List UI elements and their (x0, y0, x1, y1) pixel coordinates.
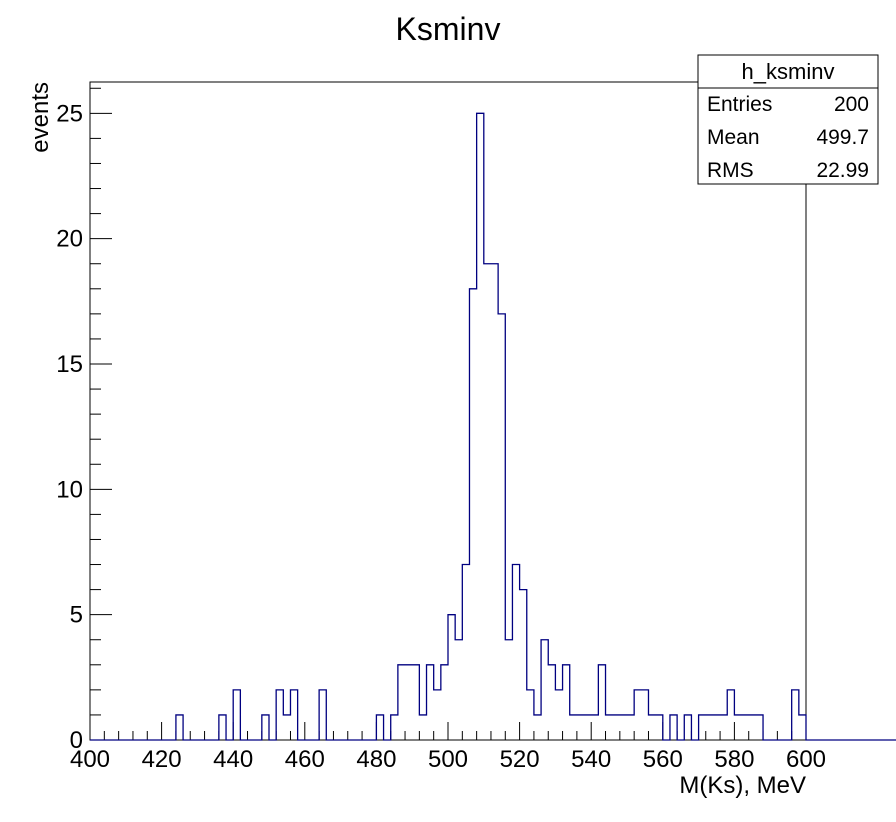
histogram-bin (176, 715, 183, 740)
histogram-bin (233, 690, 240, 740)
histogram-bin (656, 715, 663, 740)
y-tick-label: 25 (56, 100, 83, 127)
histogram-bin (799, 715, 806, 740)
histogram-bin (484, 264, 491, 740)
histogram-bin (742, 715, 749, 740)
histogram-bin (541, 640, 548, 740)
histogram-bin (290, 690, 297, 740)
histogram-bin (520, 590, 527, 740)
x-tick-label: 560 (643, 746, 683, 773)
histogram-bin (684, 715, 691, 740)
histogram-bin (634, 690, 641, 740)
histogram-bin (441, 665, 448, 740)
histogram-bin (706, 715, 713, 740)
stats-box: h_ksminv Entries 200 Mean 499.7 RMS 22.9… (698, 55, 878, 184)
histogram-bin (756, 715, 763, 740)
x-tick-label: 420 (142, 746, 182, 773)
histogram-bin (434, 690, 441, 740)
histogram-bin (606, 715, 613, 740)
histogram-bin (727, 690, 734, 740)
y-axis-label: events (27, 82, 54, 153)
histogram-bin (376, 715, 383, 740)
histogram-bin (641, 690, 648, 740)
x-tick-label: 540 (571, 746, 611, 773)
stats-entries-label: Entries (707, 93, 772, 116)
histogram-bin (598, 665, 605, 740)
histogram-bin (448, 615, 455, 740)
histogram-outline (90, 113, 896, 740)
histogram-bin (627, 715, 634, 740)
histogram-bin (648, 715, 655, 740)
histogram-bin (720, 715, 727, 740)
stats-rms-label: RMS (707, 159, 754, 182)
histogram-bin (570, 715, 577, 740)
x-tick-label: 520 (500, 746, 540, 773)
histogram-bin (563, 665, 570, 740)
histogram-bin (455, 640, 462, 740)
histogram-bin (427, 665, 434, 740)
histogram-bin (555, 690, 562, 740)
x-tick-label: 480 (356, 746, 396, 773)
histogram-bin (670, 715, 677, 740)
stats-mean-label: Mean (707, 126, 760, 149)
histogram-bin (577, 715, 584, 740)
histogram-bin (591, 715, 598, 740)
stats-entries-value: 200 (834, 93, 869, 116)
histogram-bin (469, 289, 476, 740)
stats-box-title: h_ksminv (742, 59, 835, 84)
histogram-bin (412, 665, 419, 740)
histogram-bin (548, 665, 555, 740)
x-tick-label: 500 (428, 746, 468, 773)
histogram-bin (391, 715, 398, 740)
histogram-bin (498, 314, 505, 740)
y-tick-label: 5 (70, 602, 83, 629)
histogram-bin (792, 690, 799, 740)
histogram-bin (319, 690, 326, 740)
histogram-bin (505, 640, 512, 740)
x-tick-labels: 400 420 440 460 480 500 520 540 560 580 600 (70, 746, 826, 773)
histogram-bin (734, 715, 741, 740)
histogram-bin (398, 665, 405, 740)
histogram-bars (176, 113, 806, 740)
y-tick-label: 0 (70, 727, 83, 754)
x-tick-label: 440 (213, 746, 253, 773)
histogram-bin (419, 715, 426, 740)
histogram-bin (699, 715, 706, 740)
chart-title: Ksminv (396, 11, 501, 47)
histogram-bin (527, 690, 534, 740)
y-tick-labels: 0 5 10 15 20 25 (56, 100, 83, 754)
histogram-bin (620, 715, 627, 740)
histogram-bin (262, 715, 269, 740)
histogram-bin (219, 715, 226, 740)
y-tick-label: 20 (56, 226, 83, 253)
x-axis-label: M(Ks), MeV (679, 772, 806, 799)
histogram-bin (491, 264, 498, 740)
histogram-bin (283, 715, 290, 740)
histogram-bin (477, 113, 484, 740)
histogram-bin (276, 690, 283, 740)
histogram-bin (405, 665, 412, 740)
histogram-bin (584, 715, 591, 740)
x-tick-label: 580 (714, 746, 754, 773)
histogram-bin (462, 565, 469, 740)
x-tick-label: 460 (285, 746, 325, 773)
histogram-bin (534, 715, 541, 740)
x-tick-label: 600 (786, 746, 826, 773)
stats-rms-value: 22.99 (816, 159, 869, 182)
y-tick-label: 10 (56, 476, 83, 503)
histogram-bin (613, 715, 620, 740)
y-tick-label: 15 (56, 351, 83, 378)
stats-mean-value: 499.7 (816, 126, 869, 149)
histogram-bin (749, 715, 756, 740)
histogram-bin (512, 565, 519, 740)
histogram-bin (713, 715, 720, 740)
